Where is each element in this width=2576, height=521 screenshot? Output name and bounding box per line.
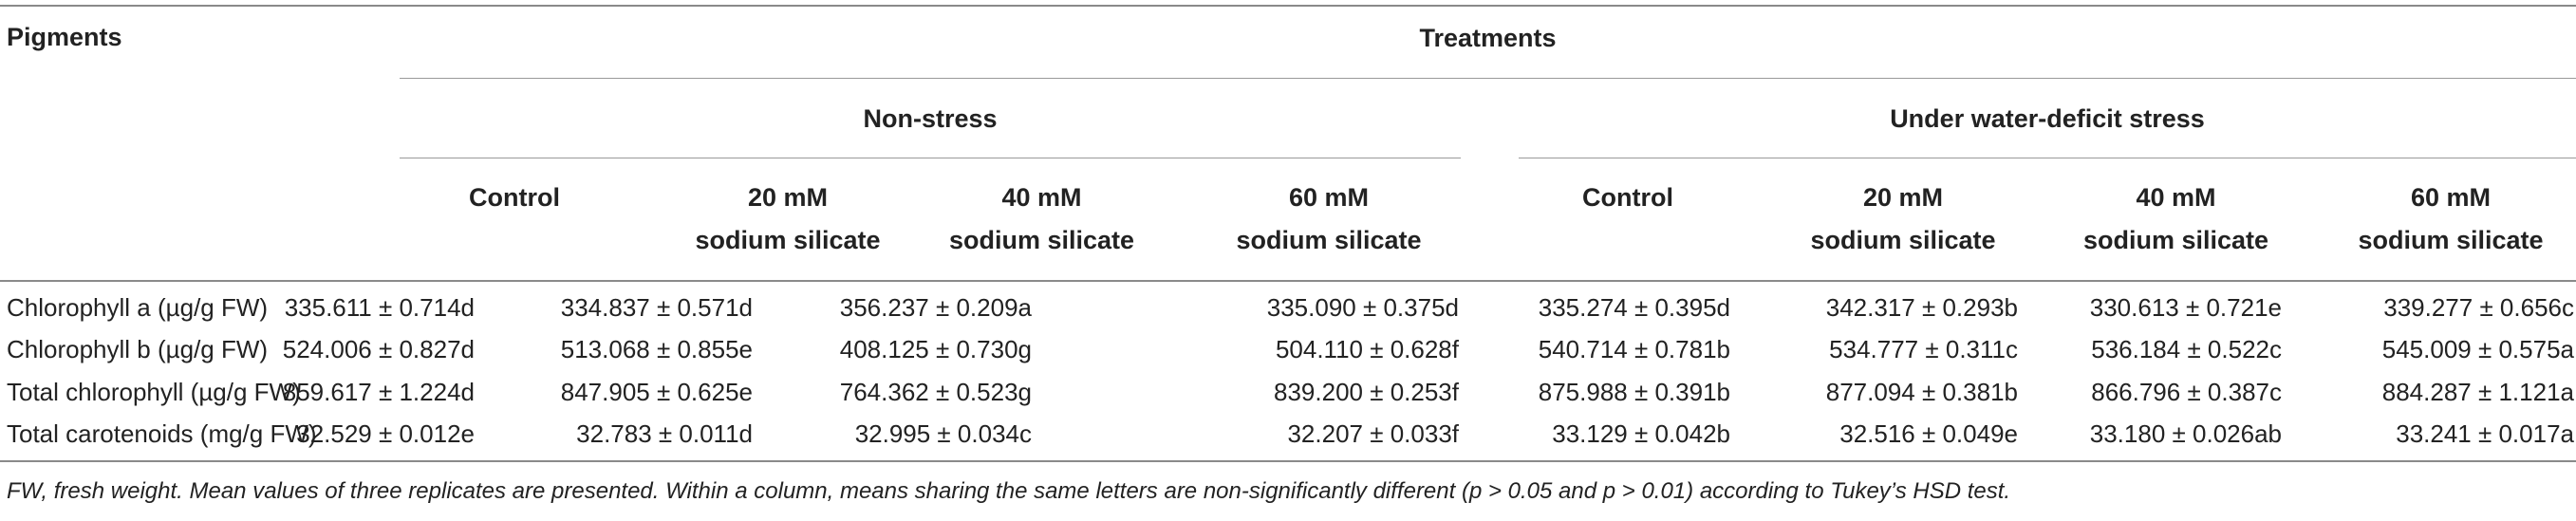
table-cell: 33.129 ± 0.042b [1552,419,1730,448]
table-cell: 32.207 ± 0.033f [1287,419,1459,448]
column-header-60mm-sub: sodium silicate [2358,226,2544,254]
column-header-40mm: 40 mM [2136,183,2216,212]
treatments-rule [400,78,2576,79]
table-cell: 545.009 ± 0.575a [2381,335,2574,363]
column-header-control: Control [469,183,560,212]
table-cell: 339.277 ± 0.656c [2383,293,2574,322]
group-header-non-stress: Non-stress [863,104,998,133]
table-cell: 335.090 ± 0.375d [1266,293,1459,322]
table-cell: 335.274 ± 0.395d [1538,293,1730,322]
row-label-total-carotenoids: Total carotenoids (mg/g FW) [7,419,317,448]
row-label-total-chlorophyll: Total chlorophyll (µg/g FW) [7,378,301,406]
table-cell: 534.777 ± 0.311c [1829,335,2018,363]
table-bottom-rule [0,460,2576,462]
table-cell: 32.529 ± 0.012e [296,419,475,448]
table-cell: 866.796 ± 0.387c [2091,378,2282,406]
column-header-60mm: 60 mM [1288,183,1370,212]
table-cell: 884.287 ± 1.121a [2381,378,2574,406]
pigments-header: Pigments [7,23,122,51]
table-cell: 408.125 ± 0.730g [839,335,1032,363]
table-cell: 540.714 ± 0.781b [1538,335,1730,363]
column-header-60mm: 60 mM [2410,183,2492,212]
treatments-header: Treatments [1419,24,1557,52]
table-cell: 513.068 ± 0.855e [560,335,753,363]
table-cell: 877.094 ± 0.381b [1825,378,2018,406]
table-cell: 859.617 ± 1.224d [282,378,475,406]
table-cell: 875.988 ± 0.391b [1538,378,1730,406]
column-header-60mm-sub: sodium silicate [1236,226,1422,254]
group-header-water-deficit: Under water-deficit stress [1890,104,2205,133]
table-cell: 342.317 ± 0.293b [1825,293,2018,322]
table-cell: 764.362 ± 0.523g [839,378,1032,406]
row-label-chlorophyll-b: Chlorophyll b (µg/g FW) [7,335,269,363]
column-header-20mm-sub: sodium silicate [695,226,881,254]
table-cell: 330.613 ± 0.721e [2089,293,2282,322]
table-cell: 32.995 ± 0.034c [854,419,1032,448]
table-cell: 33.180 ± 0.026ab [2089,419,2282,448]
table-cell: 839.200 ± 0.253f [1274,378,1459,406]
table-cell: 356.237 ± 0.209a [839,293,1032,322]
table-cell: 32.516 ± 0.049e [1839,419,2018,448]
table-cell: 335.611 ± 0.714d [284,293,475,322]
column-header-20mm-sub: sodium silicate [1810,226,1996,254]
table-top-rule [0,5,2576,7]
table-cell: 524.006 ± 0.827d [282,335,475,363]
column-header-20mm: 20 mM [747,183,829,212]
table-cell: 33.241 ± 0.017a [2396,419,2574,448]
column-header-control: Control [1582,183,1673,212]
table-cell: 334.837 ± 0.571d [560,293,753,322]
column-header-40mm-sub: sodium silicate [2082,226,2269,254]
table-cell: 504.110 ± 0.628f [1275,335,1459,363]
column-header-20mm: 20 mM [1862,183,1944,212]
header-bottom-rule [0,280,2576,282]
table-cell: 32.783 ± 0.011d [576,419,753,448]
table-cell: 847.905 ± 0.625e [560,378,753,406]
table-cell: 536.184 ± 0.522c [2091,335,2282,363]
row-label-chlorophyll-a: Chlorophyll a (µg/g FW) [7,293,269,322]
column-header-40mm-sub: sodium silicate [948,226,1135,254]
table-footnote: FW, fresh weight. Mean values of three r… [7,478,2011,504]
column-header-40mm: 40 mM [1001,183,1082,212]
